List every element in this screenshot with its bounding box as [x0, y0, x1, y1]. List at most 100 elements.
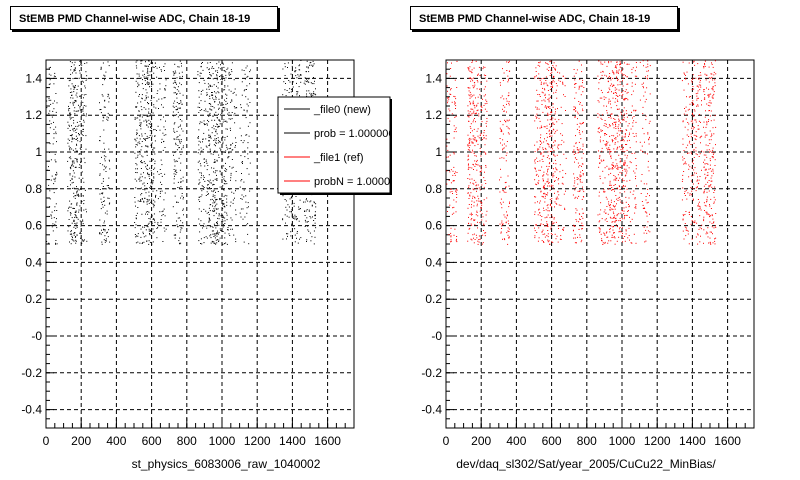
data-point: [174, 175, 175, 177]
data-point: [233, 234, 235, 236]
data-point: [611, 70, 613, 72]
data-point: [580, 138, 582, 140]
data-point: [703, 67, 705, 69]
data-point: [304, 219, 306, 221]
data-point: [208, 207, 210, 209]
data-point: [157, 198, 159, 200]
data-point: [104, 204, 106, 206]
data-point: [249, 83, 251, 85]
data-point: [99, 163, 101, 164]
data-point: [209, 86, 211, 87]
data-point: [173, 73, 175, 75]
data-point: [476, 190, 477, 192]
data-point: [446, 138, 448, 140]
data-point: [226, 94, 228, 96]
data-point: [695, 93, 697, 95]
data-point: [611, 208, 613, 210]
data-point: [68, 124, 70, 126]
data-point: [617, 72, 619, 74]
data-point: [213, 242, 215, 244]
data-point: [135, 187, 137, 189]
data-point: [79, 95, 81, 97]
data-point: [154, 219, 155, 221]
data-point: [550, 203, 552, 205]
data-point: [691, 127, 693, 129]
data-point: [582, 91, 584, 93]
data-point: [224, 206, 226, 208]
data-point: [72, 117, 74, 118]
data-point: [541, 78, 543, 80]
data-point: [712, 97, 714, 99]
data-point: [534, 162, 536, 164]
data-point: [714, 82, 716, 84]
y-tick-label: 1: [35, 145, 42, 159]
data-point: [682, 174, 684, 176]
data-point: [67, 186, 69, 187]
data-point: [600, 89, 602, 91]
data-point: [156, 76, 158, 78]
data-point: [139, 94, 140, 95]
data-point: [198, 199, 200, 201]
data-point: [231, 159, 233, 160]
data-point: [199, 201, 201, 202]
data-point: [632, 67, 634, 69]
data-point: [230, 217, 232, 219]
data-point: [454, 103, 456, 105]
data-point: [713, 221, 715, 223]
data-point: [617, 174, 619, 176]
data-point: [204, 82, 206, 84]
data-point: [76, 160, 78, 162]
data-point: [557, 190, 559, 192]
data-point: [618, 120, 620, 122]
data-point: [212, 233, 214, 235]
data-point: [612, 141, 613, 143]
data-point: [477, 184, 479, 186]
data-point: [708, 139, 710, 141]
data-point: [623, 218, 625, 220]
data-point: [456, 60, 458, 62]
data-point: [479, 148, 481, 149]
data-point: [471, 200, 473, 202]
data-point: [621, 70, 623, 72]
data-point: [56, 188, 58, 189]
data-point: [561, 182, 563, 184]
data-point: [68, 105, 69, 107]
data-point: [71, 148, 73, 150]
data-point: [108, 101, 110, 103]
data-point: [153, 106, 155, 108]
data-point: [547, 185, 549, 187]
data-point: [176, 102, 178, 103]
chart-panel-0: -0.4-0.2-00.20.40.60.811.21.40 200 400 600 8…: [21, 59, 392, 471]
data-point: [74, 214, 76, 215]
data-point: [52, 230, 54, 232]
data-point: [137, 117, 139, 119]
data-point: [616, 148, 618, 150]
data-point: [534, 211, 536, 213]
data-point: [452, 193, 453, 194]
data-point: [143, 114, 145, 116]
data-point: [546, 173, 548, 175]
data-point: [71, 83, 73, 85]
data-point: [71, 238, 73, 240]
data-point: [178, 66, 180, 68]
data-point: [198, 179, 200, 181]
data-point: [135, 91, 137, 93]
data-point: [154, 135, 156, 137]
data-point: [151, 243, 153, 245]
data-point: [82, 101, 84, 103]
data-point: [622, 80, 623, 82]
data-point: [643, 133, 645, 135]
data-point: [107, 119, 109, 121]
data-point: [484, 108, 486, 110]
data-point: [226, 148, 228, 150]
data-point: [551, 117, 552, 119]
data-point: [684, 191, 686, 193]
data-point: [161, 184, 163, 185]
data-point: [611, 91, 612, 93]
data-point: [709, 151, 710, 153]
data-point: [502, 108, 503, 110]
data-point: [231, 112, 233, 113]
data-point: [144, 189, 146, 191]
data-point: [712, 242, 714, 244]
data-point: [541, 240, 543, 242]
